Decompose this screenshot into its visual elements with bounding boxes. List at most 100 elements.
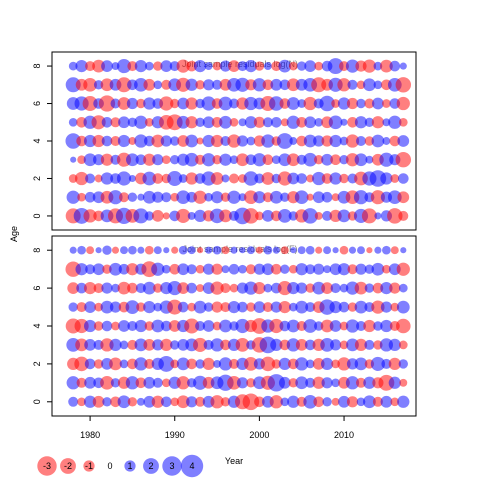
- bubble-top-age0-1999: [243, 208, 259, 224]
- bubble-top-age6-2002: [269, 96, 284, 111]
- bubble-bottom-age4-2007: [314, 321, 324, 331]
- bubble-top-age7-2013: [363, 78, 376, 92]
- bubble-top-age1-2002: [269, 190, 283, 204]
- bubble-top-age0-2001: [262, 210, 274, 222]
- bubble-top-age2-2009: [329, 172, 342, 185]
- bubble-bottom-age3-2012: [354, 338, 368, 352]
- bubble-bottom-age5-1994: [203, 302, 214, 312]
- bubble-top-age2-2010: [339, 173, 349, 184]
- bubble-bottom-age2-1996: [218, 357, 233, 371]
- bubble-top-age5-1994: [202, 116, 215, 129]
- bubble-bottom-age2-2002: [271, 359, 281, 369]
- bubble-bottom-age0-2003: [280, 397, 290, 407]
- bubble-bottom-age8-1988: [153, 246, 162, 255]
- bubble-bottom-age5-2006: [305, 302, 316, 313]
- bubble-top-age8-2014: [373, 61, 383, 71]
- bubble-top-age4-2006: [303, 134, 317, 148]
- bubble-bottom-age5-1979: [76, 302, 87, 313]
- bubble-bottom-age4-1993: [195, 320, 206, 332]
- bubble-top-age2-2001: [261, 172, 275, 185]
- bubble-top-age8-1978: [68, 61, 78, 71]
- bubble-top-age3-1988: [152, 154, 164, 166]
- bubble-top-age4-2012: [355, 135, 367, 147]
- bubble-bottom-age5-2014: [371, 300, 385, 314]
- bubble-bottom-age8-1995: [212, 245, 222, 255]
- bubble-top-age1-2003: [280, 192, 290, 202]
- bubble-top-age7-1987: [143, 78, 156, 91]
- bubble-top-age7-1984: [116, 77, 132, 93]
- bubble-bottom-age7-2010: [337, 263, 351, 276]
- bubble-bottom-age4-1984: [118, 320, 130, 332]
- bubble-top-age5-1984: [118, 116, 130, 129]
- bubble-top-age0-1996: [219, 209, 232, 223]
- bubble-bottom-age6-2014: [372, 282, 384, 294]
- bubble-bottom-age4-2003: [279, 320, 291, 332]
- bubble-top-age5-1996: [219, 115, 232, 129]
- bubble-top-age0-1980: [83, 209, 97, 223]
- bubble-bottom-age6-2005: [296, 282, 308, 294]
- bubble-top-age5-1992: [185, 116, 198, 129]
- bubble-bottom-age6-2006: [305, 283, 315, 293]
- bubble-bottom-age5-1993: [193, 300, 207, 314]
- bubble-bottom-age3-2004: [286, 338, 300, 352]
- bubble-top-age5-2016: [388, 115, 402, 129]
- bubble-top-age5-1997: [229, 117, 239, 127]
- y-tick-label-top-4: 4: [32, 138, 42, 143]
- bubble-bottom-age8-2007: [315, 246, 323, 254]
- bubble-bottom-age5-1982: [100, 300, 114, 314]
- bubble-top-age6-2017: [396, 96, 410, 111]
- bubble-top-age7-2014: [373, 80, 383, 90]
- bubble-bottom-age1-2007: [312, 376, 325, 389]
- bubble-bottom-age0-1982: [102, 397, 112, 407]
- y-tick-label-bottom-2: 2: [32, 361, 42, 366]
- bubble-top-age0-2007: [314, 211, 323, 220]
- bubble-top-age6-2011: [346, 97, 359, 110]
- bubble-top-age1-2005: [294, 190, 309, 205]
- bubble-top-age6-1982: [98, 95, 116, 112]
- bubble-top-age2-2007: [312, 171, 326, 186]
- bubble-bottom-age6-1991: [177, 282, 190, 294]
- bubble-bottom-age8-1987: [144, 245, 154, 255]
- bubble-bottom-age1-2006: [305, 377, 316, 388]
- bubble-top-age7-1988: [153, 80, 163, 90]
- bubble-top-age5-2009: [328, 115, 343, 130]
- bubble-bottom-age1-2016: [388, 376, 401, 389]
- bubble-top-age7-2010: [337, 78, 351, 92]
- bubble-top-age4-2011: [345, 134, 360, 148]
- bubble-bottom-age7-2001: [262, 263, 274, 276]
- bubble-top-age6-2010: [337, 97, 351, 110]
- bubble-bottom-age2-1989: [158, 355, 175, 372]
- bubble-top-age1-2016: [387, 190, 402, 205]
- bubble-top-age5-2000: [253, 116, 265, 128]
- bubble-top-age6-2013: [364, 98, 375, 109]
- bubble-top-age6-1987: [143, 97, 156, 110]
- bubble-top-age2-1981: [94, 174, 103, 183]
- bubble-top-age7-1998: [235, 77, 250, 92]
- bubble-top-age4-2014: [371, 134, 385, 148]
- bubble-bottom-age7-2002: [270, 263, 282, 275]
- bubble-bottom-age3-2005: [295, 339, 308, 351]
- bubble-bottom-age7-2003: [280, 264, 290, 274]
- bubble-bottom-age7-1982: [102, 264, 112, 274]
- bubble-bottom-age1-2003: [278, 376, 291, 389]
- bubble-top-age3-1989: [161, 155, 171, 165]
- bubble-bottom-age6-1978: [67, 282, 80, 294]
- bubble-top-age5-1993: [195, 117, 205, 127]
- bubble-top-age3-2002: [271, 155, 281, 165]
- bubble-top-age1-2017: [397, 191, 410, 204]
- bubble-bottom-age7-2017: [396, 262, 410, 276]
- bubble-bottom-age2-2010: [337, 357, 351, 371]
- bubble-top-age4-1986: [134, 134, 148, 148]
- bubble-bottom-age3-1985: [127, 339, 138, 350]
- bubble-top-age3-1982: [100, 153, 114, 166]
- panel-top-y-axis: 0 2 4 6 8: [32, 64, 52, 218]
- bubble-top-age3-1985: [126, 153, 139, 167]
- bubble-bottom-age4-1985: [127, 320, 138, 332]
- bubble-top-age0-2003: [277, 209, 292, 223]
- bubble-bottom-age2-1990: [170, 359, 180, 369]
- legend-bubble-2: [143, 458, 159, 474]
- bubble-top-age2-1991: [178, 174, 188, 183]
- bubble-bottom-age1-2011: [345, 376, 360, 390]
- bubble-top-age0-1988: [151, 210, 164, 222]
